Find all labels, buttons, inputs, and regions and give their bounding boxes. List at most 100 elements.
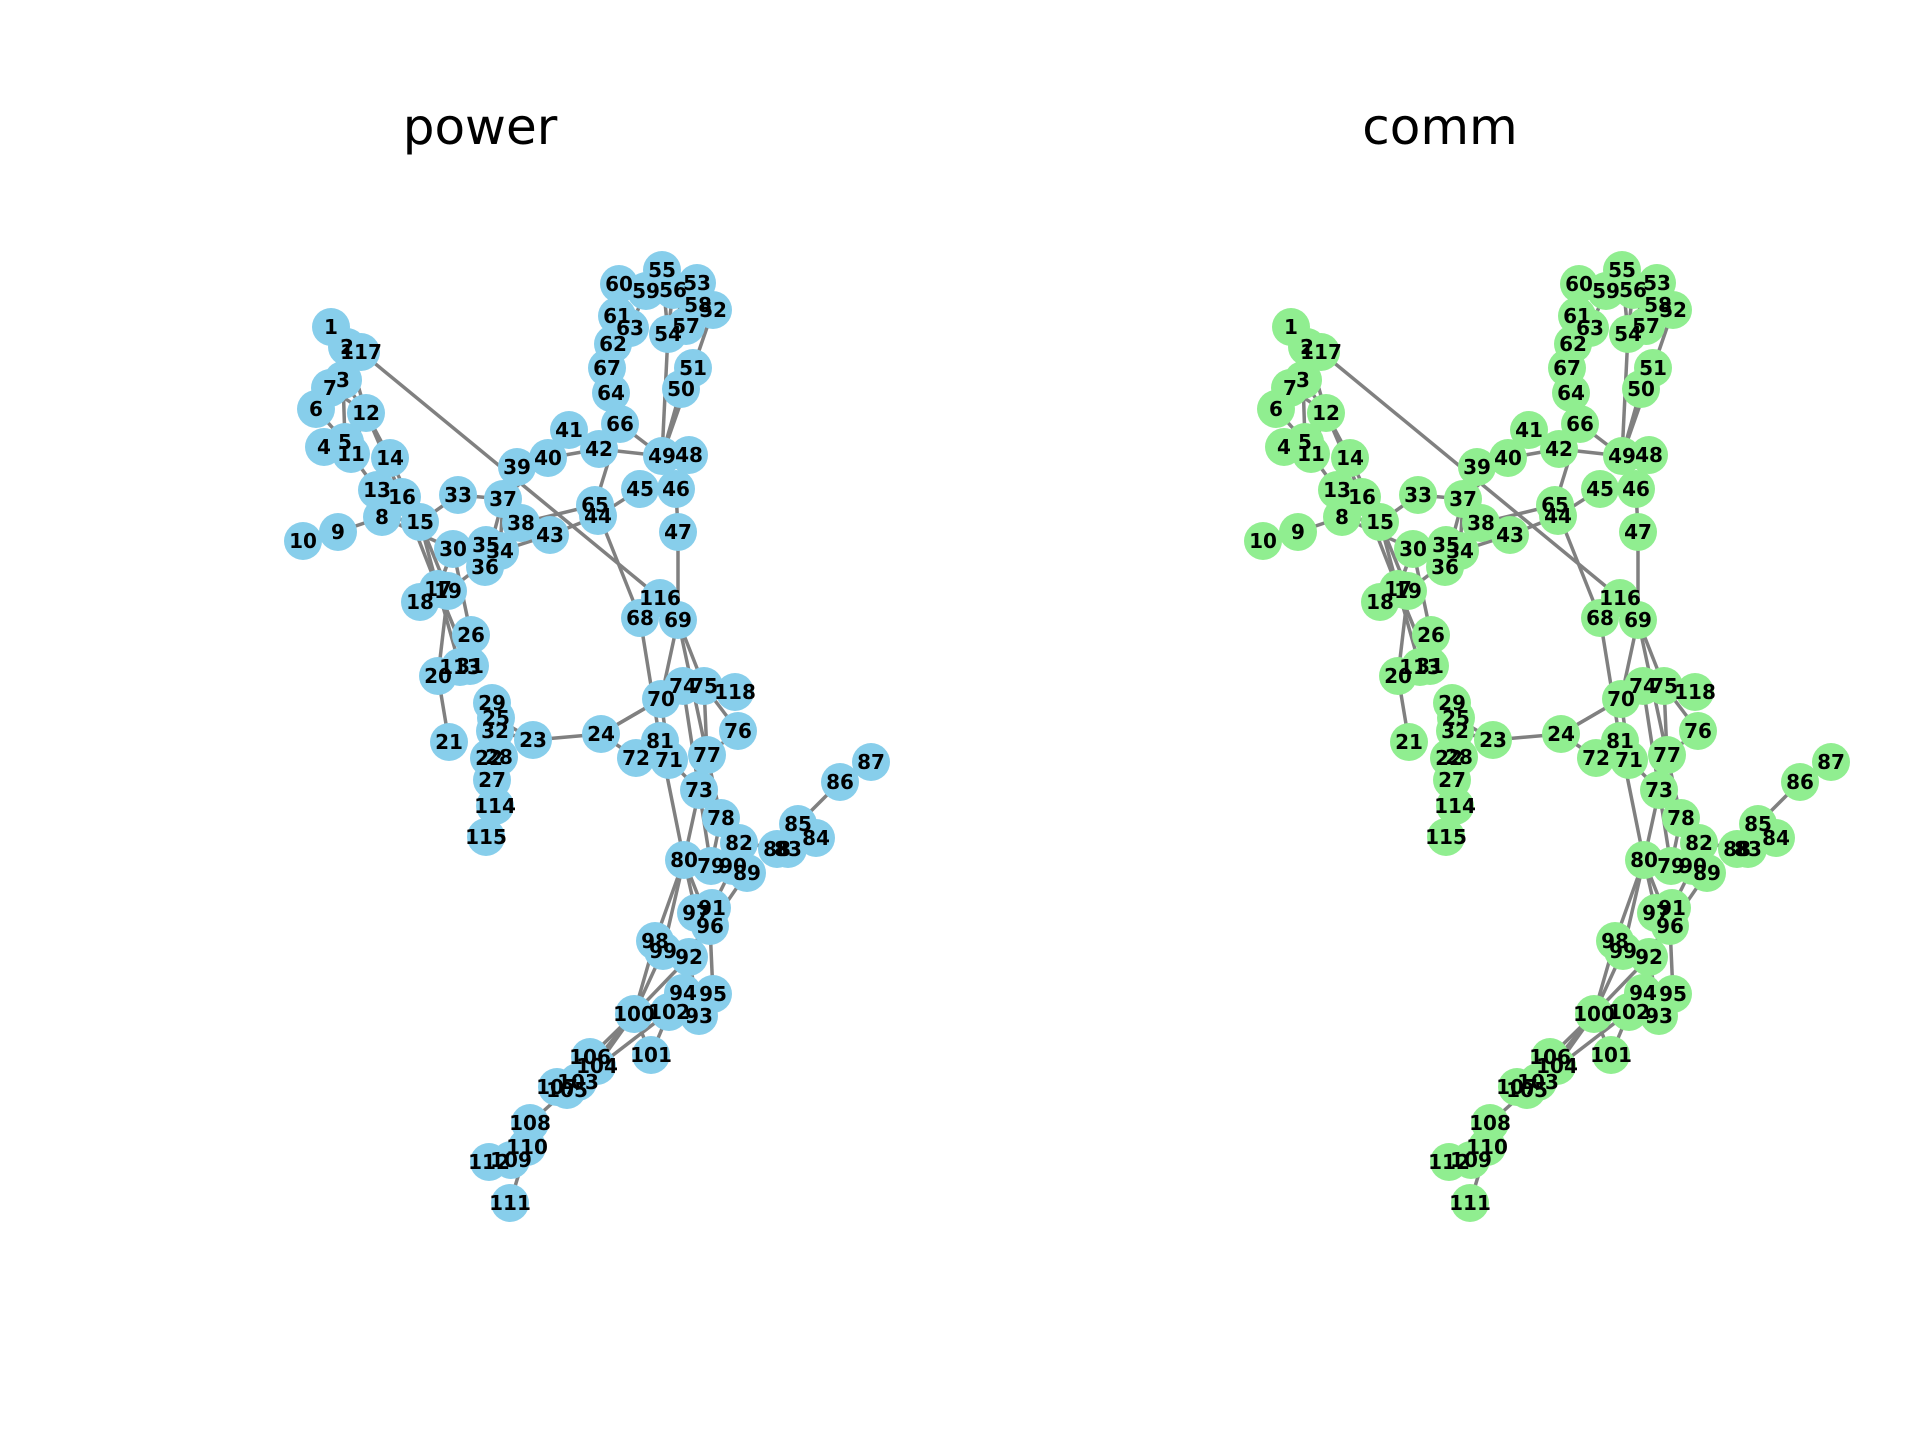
node-42 (580, 430, 618, 468)
node-label-31: 31 (456, 654, 484, 678)
node-label-61: 61 (1563, 304, 1591, 328)
node-77 (1648, 736, 1686, 774)
node-24 (582, 715, 620, 753)
node-label-10: 10 (1249, 529, 1277, 553)
node-label-44: 44 (1544, 504, 1572, 528)
node-label-3: 3 (336, 368, 350, 392)
node-label-82: 82 (1685, 831, 1713, 855)
node-label-25: 25 (482, 706, 510, 730)
node-label-8: 8 (1335, 505, 1349, 529)
node-7 (1271, 369, 1309, 407)
node-label-9: 9 (331, 520, 345, 544)
node-58 (1639, 286, 1677, 324)
node-10 (284, 522, 322, 560)
node-116 (1601, 579, 1639, 617)
node-label-4: 4 (317, 435, 331, 459)
node-63 (611, 309, 649, 347)
node-label-55: 55 (1608, 258, 1636, 282)
node-26 (1412, 616, 1450, 654)
node-label-76: 76 (724, 719, 752, 743)
node-label-21: 21 (1395, 730, 1423, 754)
node-label-27: 27 (1438, 768, 1466, 792)
node-label-41: 41 (1515, 418, 1543, 442)
node-85 (1739, 805, 1777, 843)
node-label-107: 107 (536, 1075, 578, 1099)
node-114 (476, 787, 514, 825)
node-label-91: 91 (698, 896, 726, 920)
node-114 (1436, 787, 1474, 825)
node-label-33: 33 (1404, 483, 1432, 507)
node-label-108: 108 (509, 1111, 551, 1135)
node-label-87: 87 (1817, 750, 1845, 774)
node-65 (576, 486, 614, 524)
node-label-46: 46 (662, 477, 690, 501)
node-label-32: 32 (1441, 719, 1469, 743)
node-12 (347, 394, 385, 432)
node-label-101: 101 (630, 1043, 672, 1067)
node-label-97: 97 (682, 901, 710, 925)
node-label-29: 29 (478, 691, 506, 715)
node-90 (1674, 847, 1712, 885)
node-19 (1389, 572, 1427, 610)
node-97 (677, 894, 715, 932)
node-label-38: 38 (507, 511, 535, 535)
node-label-106: 106 (1529, 1045, 1571, 1069)
node-label-83: 83 (774, 837, 802, 861)
node-label-42: 42 (1545, 437, 1573, 461)
node-111 (491, 1184, 529, 1222)
node-63 (1571, 309, 1609, 347)
node-label-23: 23 (1479, 728, 1507, 752)
node-label-101: 101 (1590, 1043, 1632, 1067)
node-label-22: 22 (475, 746, 503, 770)
node-label-6: 6 (309, 397, 323, 421)
node-51 (1634, 349, 1672, 387)
node-label-54: 54 (1614, 322, 1642, 346)
node-39 (1458, 448, 1496, 486)
node-label-14: 14 (1336, 446, 1364, 470)
node-label-81: 81 (646, 729, 674, 753)
node-label-48: 48 (675, 443, 703, 467)
node-label-63: 63 (616, 316, 644, 340)
node-label-90: 90 (719, 854, 747, 878)
node-label-24: 24 (587, 722, 615, 746)
node-label-50: 50 (667, 377, 695, 401)
node-95 (1654, 975, 1692, 1013)
node-36 (466, 548, 504, 586)
node-label-51: 51 (679, 356, 707, 380)
node-label-37: 37 (489, 487, 517, 511)
node-85 (779, 805, 817, 843)
node-99 (1604, 932, 1642, 970)
node-label-17: 17 (1384, 577, 1412, 601)
node-label-102: 102 (648, 1000, 690, 1024)
node-40 (529, 439, 567, 477)
node-label-45: 45 (1586, 477, 1614, 501)
node-label-32: 32 (481, 719, 509, 743)
node-118 (716, 673, 754, 711)
node-106 (1531, 1038, 1569, 1076)
node-label-96: 96 (696, 914, 724, 938)
node-label-52: 52 (1659, 298, 1687, 322)
node-label-51: 51 (1639, 356, 1667, 380)
node-label-95: 95 (1659, 982, 1687, 1006)
node-16 (383, 478, 421, 516)
node-label-33: 33 (444, 483, 472, 507)
node-76 (1679, 712, 1717, 750)
node-label-11: 11 (1297, 442, 1325, 466)
node-49 (643, 437, 681, 475)
node-label-47: 47 (664, 520, 692, 544)
node-81 (1601, 722, 1639, 760)
node-label-82: 82 (725, 831, 753, 855)
node-9 (1279, 513, 1317, 551)
node-80 (1625, 841, 1663, 879)
node-116 (641, 579, 679, 617)
node-115 (467, 818, 505, 856)
node-label-19: 19 (434, 579, 462, 603)
node-label-118: 118 (714, 680, 756, 704)
node-46 (657, 470, 695, 508)
node-label-111: 111 (1449, 1191, 1491, 1215)
node-label-84: 84 (1762, 826, 1790, 850)
node-label-67: 67 (1553, 356, 1581, 380)
node-87 (1812, 743, 1850, 781)
node-23 (1474, 721, 1512, 759)
node-label-62: 62 (1559, 332, 1587, 356)
